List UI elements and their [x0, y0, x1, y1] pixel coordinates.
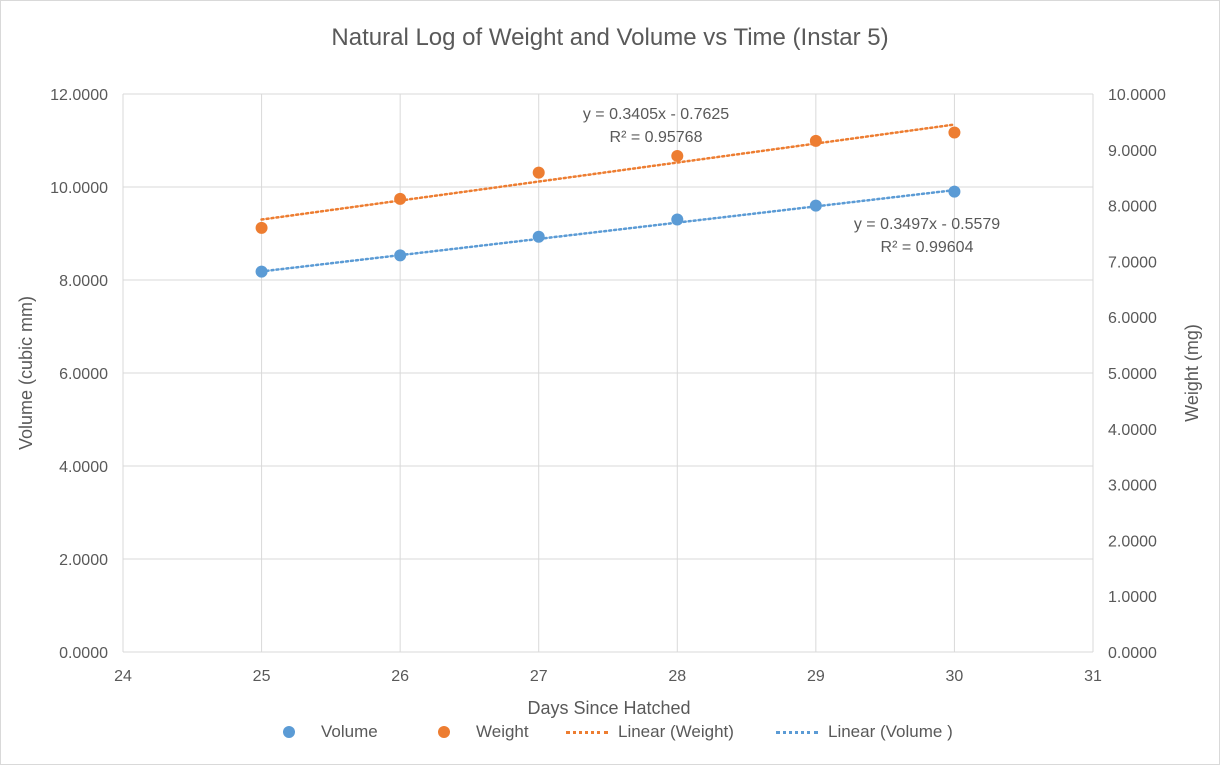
x-tick-label: 25: [253, 668, 271, 685]
y-left-tick-label: 8.0000: [59, 273, 108, 290]
y-axis-left-label: Volume (cubic mm): [16, 296, 36, 450]
legend-item-linear-weight: Linear (Weight): [566, 722, 734, 742]
data-point-volume: [671, 213, 684, 226]
y-right-tick-label: 5.0000: [1108, 366, 1157, 383]
legend-label-linear-weight: Linear (Weight): [618, 722, 734, 741]
y-right-tick-label: 2.0000: [1108, 533, 1157, 550]
y-right-tick-label: 3.0000: [1108, 478, 1157, 495]
y-left-tick-label: 6.0000: [59, 366, 108, 383]
data-point-weight: [809, 134, 822, 147]
legend-label-linear-volume: Linear (Volume ): [828, 722, 953, 741]
x-tick-label: 28: [668, 668, 686, 685]
y-right-tick-label: 9.0000: [1108, 143, 1157, 160]
legend-item-volume: Volume: [283, 722, 378, 742]
legend-marker-volume: [283, 726, 295, 738]
x-tick-label: 30: [946, 668, 964, 685]
y-right-tick-label: 10.0000: [1108, 87, 1166, 104]
y-right-tick-label: 4.0000: [1108, 422, 1157, 439]
data-point-weight: [394, 192, 407, 205]
data-point-weight: [948, 126, 961, 139]
trendline-weight-equation: y = 0.3405x - 0.7625: [583, 106, 729, 123]
y-left-tick-label: 0.0000: [59, 645, 108, 662]
y-axis-right-label: Weight (mg): [1182, 324, 1202, 422]
trendline-weight-r2: R² = 0.95768: [610, 129, 703, 146]
trendline-volume-equation: y = 0.3497x - 0.5579: [854, 216, 1000, 233]
legend-marker-linear-volume: [776, 730, 818, 734]
y-left-tick-label: 2.0000: [59, 552, 108, 569]
legend-item-weight: Weight: [438, 722, 529, 742]
trendline-volume: [260, 188, 956, 273]
trendline-weight: [260, 123, 956, 221]
y-left-tick-label: 10.0000: [50, 180, 108, 197]
data-point-volume: [948, 185, 961, 198]
data-point-volume: [532, 230, 545, 243]
legend-label-weight: Weight: [476, 722, 529, 741]
trendline-volume-r2: R² = 0.99604: [881, 239, 974, 256]
data-point-volume: [394, 249, 407, 262]
data-point-weight: [671, 149, 684, 162]
legend-item-linear-volume: Linear (Volume ): [776, 722, 953, 742]
data-point-volume: [809, 199, 822, 212]
y-right-tick-label: 0.0000: [1108, 645, 1157, 662]
legend-marker-linear-weight: [566, 730, 608, 734]
x-tick-label: 31: [1084, 668, 1102, 685]
data-point-weight: [532, 166, 545, 179]
legend-marker-weight: [438, 726, 450, 738]
y-left-tick-label: 4.0000: [59, 459, 108, 476]
x-tick-label: 29: [807, 668, 825, 685]
y-right-tick-label: 6.0000: [1108, 310, 1157, 327]
data-point-volume: [255, 265, 268, 278]
chart-title: Natural Log of Weight and Volume vs Time…: [331, 24, 889, 51]
y-left-tick-label: 12.0000: [50, 87, 108, 104]
x-tick-label: 27: [530, 668, 548, 685]
x-tick-label: 24: [114, 668, 132, 685]
legend-label-volume: Volume: [321, 722, 378, 741]
data-point-weight: [255, 221, 268, 234]
x-tick-label: 26: [391, 668, 409, 685]
y-right-tick-label: 7.0000: [1108, 254, 1157, 271]
chart-legend: Volume Weight Linear (Weight) Linear (Vo…: [0, 722, 1220, 748]
y-right-tick-label: 1.0000: [1108, 589, 1157, 606]
x-axis-label: Days Since Hatched: [527, 698, 690, 718]
y-right-tick-label: 8.0000: [1108, 199, 1157, 216]
